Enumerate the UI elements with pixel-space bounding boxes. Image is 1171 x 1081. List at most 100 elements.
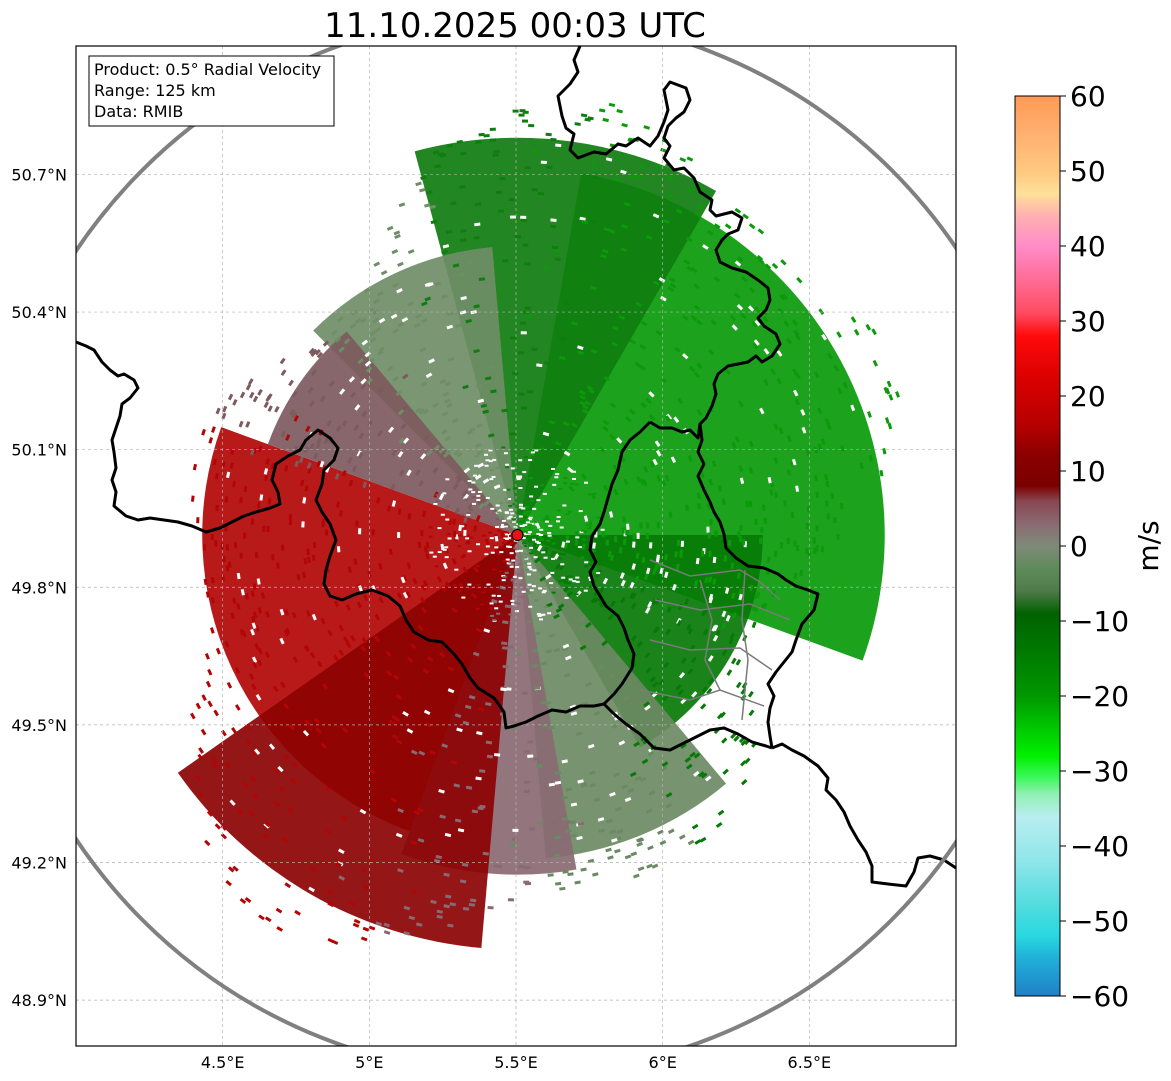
velocity-bin — [685, 236, 693, 243]
velocity-bin — [377, 349, 384, 356]
velocity-bin-clutter — [557, 557, 562, 560]
velocity-bin — [645, 567, 651, 575]
velocity-bin-clutter — [508, 520, 513, 523]
velocity-bin — [598, 587, 605, 594]
velocity-bin — [540, 661, 548, 666]
velocity-bin-clutter — [497, 529, 502, 532]
velocity-bin — [334, 473, 340, 480]
velocity-bin — [542, 431, 550, 437]
velocity-bin-clutter — [511, 603, 516, 606]
velocity-bin-clutter — [523, 525, 528, 528]
velocity-bin — [647, 601, 653, 608]
velocity-bin-clutter — [518, 487, 523, 490]
velocity-bin — [636, 641, 644, 648]
velocity-bin — [749, 584, 754, 592]
velocity-bin — [815, 525, 819, 532]
velocity-bin-clutter — [582, 538, 587, 541]
velocity-bin-clutter — [472, 474, 477, 477]
velocity-bin-clutter — [514, 550, 519, 553]
velocity-bin — [383, 930, 391, 935]
velocity-bin — [439, 153, 447, 158]
radar-site-marker[interactable] — [511, 528, 524, 541]
velocity-bin — [850, 404, 856, 412]
velocity-bin-clutter — [554, 476, 559, 479]
velocity-bin — [459, 238, 467, 243]
velocity-bin — [226, 471, 231, 479]
velocity-bin — [489, 138, 497, 142]
velocity-bin — [420, 381, 428, 388]
velocity-bin — [311, 348, 318, 356]
velocity-bin — [795, 372, 801, 380]
velocity-bin — [608, 433, 616, 440]
velocity-bin — [533, 757, 540, 761]
velocity-bin-clutter — [538, 587, 543, 590]
velocity-bin — [256, 578, 261, 585]
velocity-bin — [349, 634, 356, 642]
velocity-bin — [461, 489, 468, 497]
velocity-bin — [224, 640, 230, 648]
velocity-bin — [439, 378, 447, 385]
velocity-bin — [438, 447, 446, 454]
velocity-bin-clutter — [502, 575, 507, 578]
velocity-bin — [472, 566, 480, 573]
velocity-bin — [485, 702, 492, 707]
velocity-bin — [631, 563, 636, 570]
velocity-bin — [521, 691, 528, 695]
velocity-bin — [575, 731, 583, 737]
velocity-bin — [392, 674, 400, 681]
velocity-bin — [250, 628, 256, 636]
velocity-bin — [231, 480, 237, 488]
velocity-bin — [524, 166, 531, 170]
velocity-bin — [475, 383, 483, 388]
velocity-bin-clutter — [568, 578, 573, 581]
velocity-bin — [360, 936, 368, 942]
velocity-bin — [198, 791, 205, 799]
velocity-bin — [715, 676, 722, 684]
velocity-bin — [868, 454, 873, 462]
info-data: Data: RMIB — [94, 102, 183, 121]
velocity-bin-clutter — [517, 563, 522, 566]
velocity-bin-clutter — [537, 535, 542, 538]
velocity-bin — [793, 540, 797, 547]
velocity-bin-clutter — [539, 533, 544, 536]
velocity-bin — [753, 306, 761, 313]
velocity-bin — [620, 579, 626, 587]
velocity-bin — [707, 655, 714, 662]
velocity-bin — [570, 833, 578, 838]
velocity-bin — [576, 345, 584, 351]
velocity-bin — [316, 437, 322, 445]
velocity-bin — [314, 348, 321, 356]
velocity-bin — [309, 400, 315, 408]
velocity-bin — [520, 331, 527, 335]
velocity-bin — [445, 402, 453, 409]
velocity-bin-clutter — [574, 593, 579, 596]
velocity-bin — [342, 726, 349, 734]
velocity-bin — [316, 660, 323, 668]
velocity-bin — [613, 177, 621, 183]
velocity-bin — [311, 554, 316, 561]
velocity-bin — [621, 784, 629, 790]
velocity-bin — [227, 866, 235, 873]
velocity-bin — [233, 542, 238, 549]
velocity-bin — [206, 810, 214, 817]
velocity-bin — [616, 829, 624, 834]
velocity-bin — [397, 508, 402, 515]
velocity-bin — [476, 731, 483, 736]
velocity-bin-clutter — [527, 510, 532, 513]
velocity-bin — [422, 579, 429, 587]
colorbar-tick-label-5: 10 — [1070, 455, 1106, 488]
velocity-bin-clutter — [508, 561, 513, 564]
velocity-bin-clutter — [536, 612, 541, 615]
velocity-bin-clutter — [540, 484, 545, 487]
velocity-bin — [436, 909, 444, 914]
velocity-bin-clutter — [492, 458, 497, 461]
velocity-bin — [738, 593, 743, 601]
velocity-bin-clutter — [503, 525, 508, 528]
velocity-bin-clutter — [532, 538, 537, 541]
velocity-bin — [581, 543, 586, 550]
velocity-bin — [826, 513, 830, 520]
velocity-bin-clutter — [564, 596, 569, 599]
velocity-bin-clutter — [507, 498, 512, 501]
velocity-bin — [778, 427, 784, 435]
lat-tick-label-6: 48.9°N — [11, 991, 67, 1010]
